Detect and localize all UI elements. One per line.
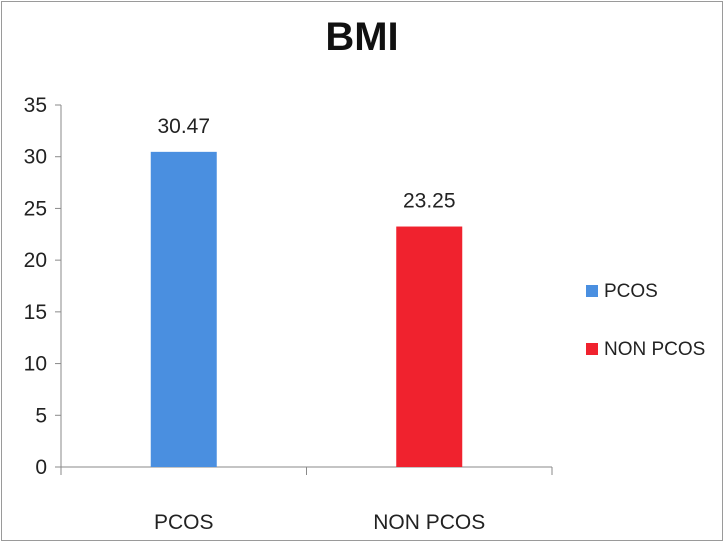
y-tick-label: 15 [24, 301, 47, 324]
chart-title: BMI [325, 15, 398, 59]
y-tick-label: 10 [24, 353, 47, 376]
y-tick-label: 30 [24, 146, 47, 169]
y-tick-label: 0 [35, 456, 47, 479]
data-label: 30.47 [157, 115, 210, 138]
bars: 30.47 23.25 [150, 115, 463, 467]
legend-swatch [586, 285, 598, 297]
x-tick-label: PCOS [154, 511, 214, 534]
bar-pcos [150, 151, 217, 467]
bar-non-pcos [396, 226, 463, 467]
x-tick-label: NON PCOS [373, 511, 485, 534]
legend: PCOS NON PCOS [586, 281, 705, 360]
legend-label: PCOS [604, 281, 658, 302]
legend-swatch [586, 343, 598, 355]
y-tick-label: 20 [24, 249, 47, 272]
x-axis: PCOS NON PCOS [60, 466, 553, 534]
y-axis: 0 5 10 15 20 25 30 35 [24, 94, 62, 479]
y-tick-label: 5 [35, 404, 47, 427]
data-label: 23.25 [403, 190, 456, 213]
y-tick-label: 25 [24, 197, 47, 220]
y-tick-label: 35 [24, 94, 47, 117]
legend-label: NON PCOS [604, 339, 705, 360]
